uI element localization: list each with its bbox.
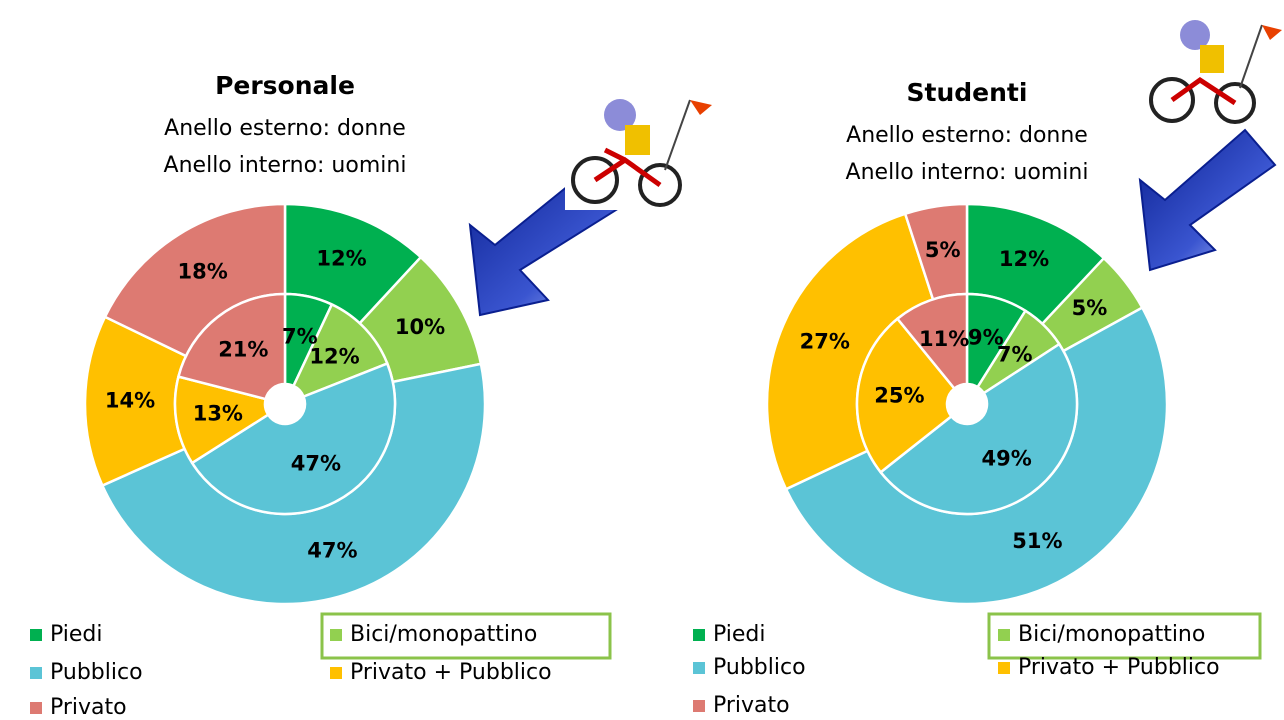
data-label: 14% [105,389,155,413]
data-label: 49% [981,446,1031,470]
legend-label: Bici/monopattino [1018,622,1205,647]
data-label: 10% [395,315,445,339]
legend-swatch [693,662,705,674]
data-label: 47% [307,539,357,563]
legend-swatch [998,629,1010,641]
chart-subtitle: Anello esterno: donne [164,116,406,141]
data-label: 12% [999,247,1049,271]
data-label: 5% [1072,296,1108,320]
data-label: 51% [1012,529,1062,553]
data-label: 13% [193,402,243,426]
legend-swatch [30,702,42,714]
data-label: 12% [316,247,366,271]
legend-swatch [693,700,705,712]
legend-label: Privato + Pubblico [350,660,552,685]
data-label: 21% [218,337,268,361]
legend-label: Privato + Pubblico [1018,655,1220,680]
chart: Personale Anello esterno: donne Anello int… [0,0,1284,720]
legend-label: Piedi [50,622,103,647]
legend-swatch [30,667,42,679]
legend-label: Pubblico [50,660,143,685]
legend-swatch [330,667,342,679]
data-label: 7% [997,343,1033,367]
data-label: 47% [291,452,341,476]
legend-label: Piedi [713,622,766,647]
legend-label: Bici/monopattino [350,622,537,647]
data-label: 25% [874,384,924,408]
chart-subtitle: Anello interno: uomini [846,160,1089,185]
chart-title: Studenti [907,78,1028,107]
data-label: 27% [800,329,850,353]
legend-swatch [330,629,342,641]
arrow-right [1140,130,1275,270]
chart-subtitle: Anello esterno: donne [846,123,1088,148]
legend-swatch [30,629,42,641]
data-label: 11% [919,327,969,351]
chart-subtitle: Anello interno: uomini [164,153,407,178]
legend-label: Privato [50,695,127,720]
data-label: 18% [178,260,228,284]
legend-swatch [998,662,1010,674]
page: Personale Anello esterno: donne Anello int… [0,0,1284,720]
cyclist-left [565,85,715,210]
legend-swatch [693,629,705,641]
chart-title: Personale [215,71,355,100]
data-label: 12% [309,344,359,368]
cyclist-right [1140,5,1282,125]
data-label: 5% [925,238,961,262]
legend-label: Pubblico [713,655,806,680]
legend-label: Privato [713,693,790,718]
